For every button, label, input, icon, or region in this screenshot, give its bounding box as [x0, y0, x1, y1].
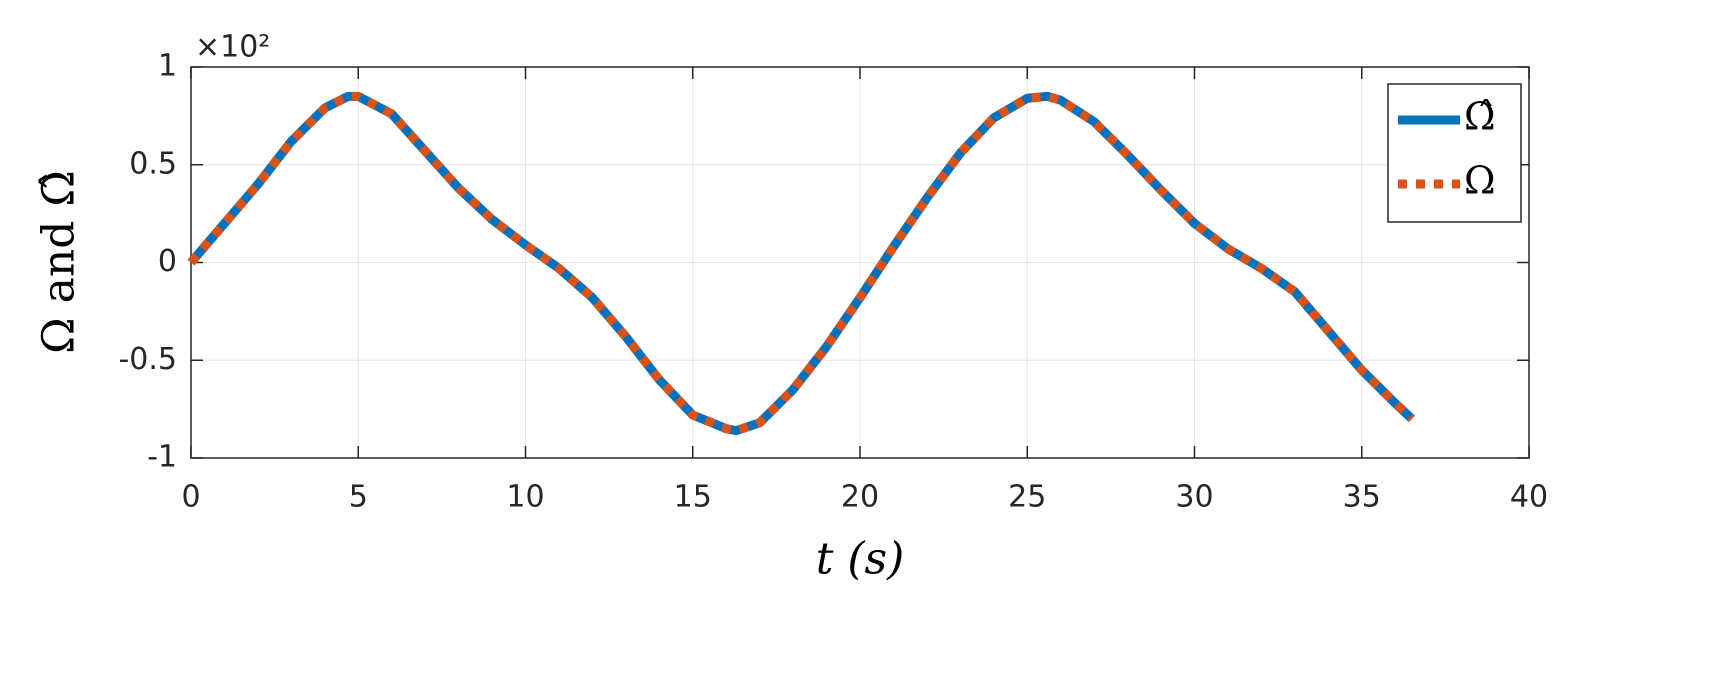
x-tick-label: 15: [674, 480, 712, 515]
x-tick-label: 20: [841, 480, 879, 515]
x-tick-label: 30: [1175, 480, 1213, 515]
x-tick-label: 40: [1510, 480, 1548, 515]
line-series: [187, 91, 1416, 436]
x-axis-label: t (s): [816, 534, 905, 585]
y-tick-label: 0.5: [129, 146, 177, 181]
legend-box: [1387, 83, 1522, 223]
legend-label: Ω̂: [1464, 95, 1496, 139]
x-tick-label: 5: [349, 480, 368, 515]
y-tick-label: 0: [158, 244, 177, 279]
x-tick-label: 0: [181, 480, 200, 515]
x-tick-label: 25: [1008, 480, 1046, 515]
y-axis-label: Ω and Ω̂: [34, 170, 85, 354]
legend-label: Ω: [1464, 159, 1496, 203]
y-exponent: ×10²: [195, 30, 270, 65]
x-tick-label: 10: [506, 480, 544, 515]
y-tick-label: -1: [147, 440, 177, 475]
x-tick-label: 35: [1343, 480, 1381, 515]
y-tick-label: 1: [158, 49, 177, 84]
legend: Ω̂ Ω: [1387, 83, 1522, 223]
y-tick-label: -0.5: [118, 342, 177, 377]
